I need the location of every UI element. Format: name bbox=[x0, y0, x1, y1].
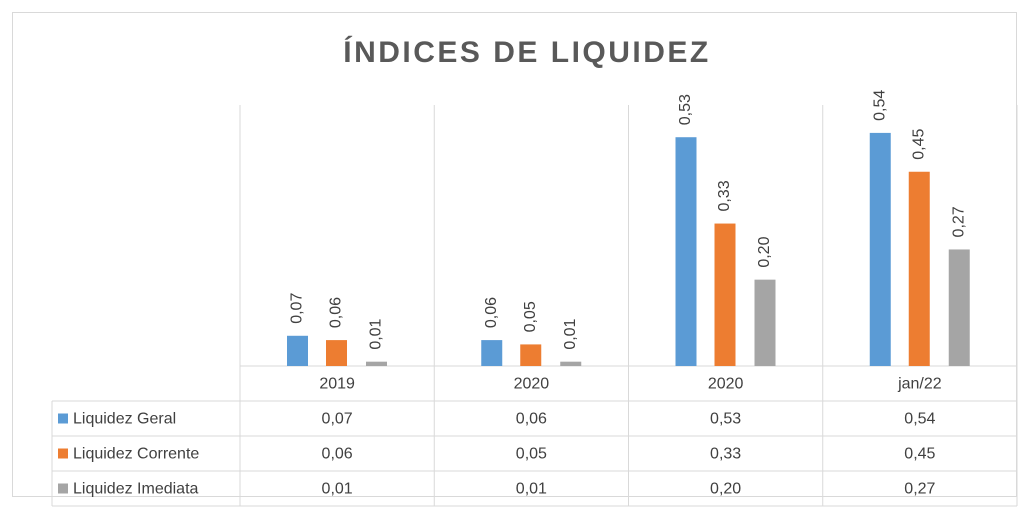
bar bbox=[481, 340, 503, 366]
table-cell: 0,20 bbox=[710, 481, 741, 498]
data-label: 0,07 bbox=[289, 293, 306, 324]
data-label: 0,05 bbox=[522, 301, 539, 332]
table-cell: 0,01 bbox=[322, 481, 353, 498]
chart-border bbox=[12, 12, 1017, 497]
data-label: 0,54 bbox=[871, 90, 888, 121]
bar bbox=[326, 340, 347, 366]
legend-label: Liquidez Corrente bbox=[73, 446, 199, 463]
chart-title: ÍNDICES DE LIQUIDEZ bbox=[343, 35, 711, 69]
legend-swatch bbox=[58, 413, 68, 424]
table-cell: 0,05 bbox=[516, 446, 547, 463]
table-cell: 0,06 bbox=[516, 411, 547, 428]
data-label: 0,27 bbox=[950, 206, 967, 237]
data-label: 0,20 bbox=[756, 236, 773, 267]
table-cell: 0,54 bbox=[904, 411, 935, 428]
table-cell: 0,53 bbox=[710, 411, 741, 428]
data-label: 0,06 bbox=[328, 297, 345, 328]
bar bbox=[366, 361, 387, 366]
table-cell: 0,01 bbox=[516, 481, 547, 498]
data-label: 0,53 bbox=[677, 94, 694, 125]
bar bbox=[754, 279, 776, 366]
bar bbox=[948, 249, 970, 366]
data-label: 0,01 bbox=[368, 318, 385, 349]
data-label: 0,06 bbox=[483, 297, 500, 328]
data-label: 0,01 bbox=[562, 318, 579, 349]
bar bbox=[869, 132, 891, 366]
legend-label: Liquidez Geral bbox=[73, 411, 176, 428]
bar bbox=[714, 223, 736, 366]
data-label: 0,33 bbox=[716, 180, 733, 211]
table-cell: 0,07 bbox=[322, 411, 353, 428]
bar bbox=[287, 335, 308, 366]
data-label: 0,45 bbox=[910, 129, 927, 160]
x-tick-label: 2020 bbox=[708, 376, 744, 393]
table-cell: 0,45 bbox=[904, 446, 935, 463]
bar bbox=[560, 361, 582, 366]
x-tick-label: 2019 bbox=[319, 376, 355, 393]
legend-label: Liquidez Imediata bbox=[73, 481, 199, 498]
bar bbox=[675, 137, 697, 366]
table-cell: 0,27 bbox=[904, 481, 935, 498]
bar bbox=[520, 344, 542, 366]
bar bbox=[908, 171, 930, 366]
x-tick-label: 2020 bbox=[514, 376, 550, 393]
legend-swatch bbox=[58, 448, 68, 459]
legend-swatch bbox=[58, 483, 68, 494]
table-cell: 0,06 bbox=[322, 446, 353, 463]
table-cell: 0,33 bbox=[710, 446, 741, 463]
x-tick-label: jan/22 bbox=[897, 376, 942, 393]
